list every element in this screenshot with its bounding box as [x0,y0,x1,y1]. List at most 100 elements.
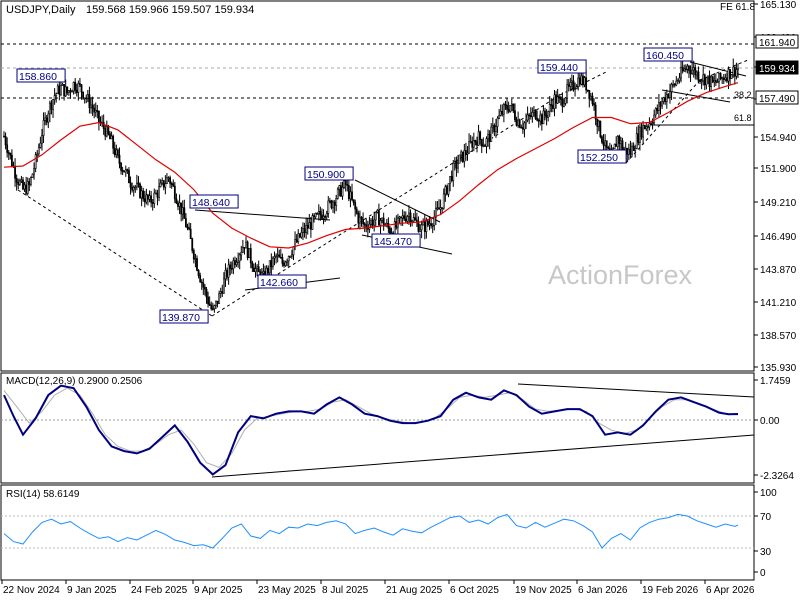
candle-body [124,169,127,173]
candle-body [420,224,423,231]
candle-body [218,293,221,304]
candle-body [105,126,108,137]
annotation-label: 142.660 [260,277,298,289]
candle-body [662,97,665,102]
candle-body [692,67,695,71]
candle-body [344,180,347,185]
candle-body [683,68,686,72]
candle-body [287,256,290,262]
candle-body [412,217,415,222]
candle-body [251,262,254,269]
candle-body [379,220,382,226]
candle-body [58,85,61,95]
candle-body [357,212,360,224]
candle-body [227,264,230,278]
price-axis: 165.130162.480158.0157.490154.940151.900… [754,0,799,374]
candle-body [94,110,97,113]
annotation-box [159,309,209,324]
candle-body [332,201,334,209]
rsi-tick-label: 0 [760,568,766,579]
candle-body [109,133,111,140]
candle-body [512,103,515,111]
candle-body [327,200,330,214]
ma-line [3,82,739,249]
candle-body [178,202,181,207]
trendline [661,89,731,103]
candle-body [529,115,532,117]
candle-body [237,260,240,263]
candle-body [91,104,94,109]
candle-body [36,153,39,156]
candle-body [222,278,225,294]
candle-body [401,215,404,219]
candle-body [733,66,736,77]
candle-body [727,69,730,82]
macd-trendline [211,434,755,478]
candle-body [596,118,599,127]
candle-body [298,233,301,238]
candle-body [563,103,565,107]
macd-title: MACD(12,26,9) 0.2900 0.2506 [6,376,143,387]
candle-body [17,182,20,185]
candle-body [317,210,320,214]
candle-body [517,119,520,126]
candle-body [408,212,410,217]
macd-tick-label: 0.00 [760,416,780,427]
candle-body [423,221,426,233]
candle-body [88,94,91,109]
candle-body [74,81,77,91]
candle-body [64,86,67,97]
candle-body [330,200,333,209]
candle-body [599,120,602,138]
candle-body [548,104,551,112]
candle-body [425,220,428,233]
candle-body [499,110,502,116]
candle-body [533,109,535,113]
candle-body [705,77,708,86]
candle-body [216,300,219,304]
candle-body [449,176,451,184]
candle-body [482,145,485,147]
candle-body [359,216,361,224]
annotation-label: 148.640 [192,197,230,209]
candle-body [53,95,56,100]
price-tag-label: 161.940 [759,38,796,49]
candle-body [381,217,383,221]
candle-body [268,260,271,274]
candle-body [703,74,706,86]
candle-body [480,139,483,147]
candle-body [272,257,274,268]
candle-body [241,246,244,253]
candle-body [142,190,145,200]
moving-average [3,82,739,249]
candle-body [33,168,35,175]
candle-body [422,221,425,226]
candle-body [673,83,676,86]
candle-body [688,65,690,71]
candle-body [42,120,45,136]
candle-body [721,77,724,80]
candle-body [336,188,339,199]
candle-body [605,140,608,148]
date-tick-label: 8 Jul 2025 [322,585,369,596]
candle-body [684,68,687,71]
price-tag-label: 159.934 [759,64,796,75]
candle-body [635,133,638,149]
candle-body [347,185,350,200]
candle-body [597,120,600,127]
candle-body [112,135,115,149]
annotation-label: 145.470 [374,236,412,248]
candle-body [646,126,649,128]
candle-body [406,216,409,222]
candle-body [586,89,589,92]
candle-body [338,185,341,190]
macd-panel-frame [0,372,755,484]
candle-body [303,228,306,233]
price-tag-box [755,90,799,105]
candle-body [396,217,399,228]
candle-body [574,88,576,90]
candle-body [540,114,543,125]
candle-body [700,80,703,83]
macd-panel: 1.7459 0.00 -2.3264 [1,376,794,482]
